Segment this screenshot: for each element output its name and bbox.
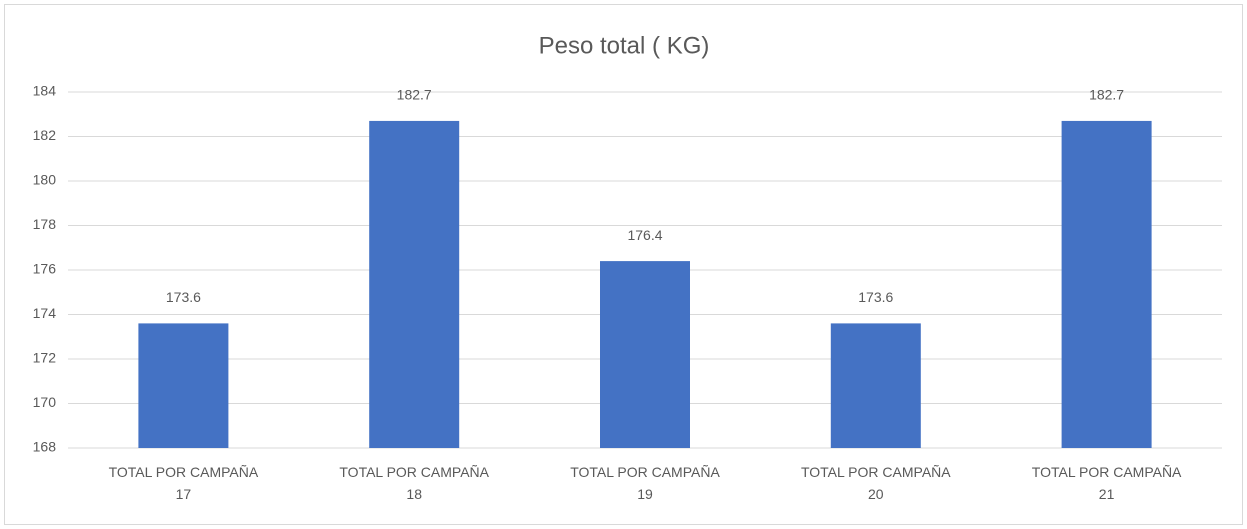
x-tick-label: TOTAL POR CAMPAÑA 17 [109, 464, 259, 502]
data-label: 173.6 [166, 289, 201, 305]
y-tick-label: 182 [33, 127, 57, 143]
bar [830, 323, 921, 448]
bar [1061, 120, 1152, 449]
x-tick-label: TOTAL POR CAMPAÑA 19 [570, 464, 720, 502]
data-label: 182.7 [397, 87, 432, 103]
y-tick-label: 172 [33, 350, 57, 366]
y-tick-label: 170 [33, 394, 57, 410]
data-label: 173.6 [858, 289, 893, 305]
data-label: 176.4 [627, 227, 662, 243]
chart-title: Peso total ( KG) [539, 32, 710, 59]
y-tick-label: 184 [33, 83, 57, 99]
x-tick-label: TOTAL POR CAMPAÑA 21 [1032, 464, 1182, 502]
y-tick-label: 178 [33, 216, 57, 232]
y-tick-label: 176 [33, 261, 57, 277]
x-tick-label: TOTAL POR CAMPAÑA 18 [339, 464, 489, 502]
bar [369, 120, 460, 449]
x-tick-label: TOTAL POR CAMPAÑA 20 [801, 464, 951, 502]
bar [138, 323, 229, 448]
y-tick-label: 180 [33, 172, 57, 188]
bar [600, 261, 690, 448]
y-tick-label: 174 [33, 305, 57, 321]
y-tick-label: 168 [33, 439, 57, 455]
data-label: 182.7 [1089, 87, 1124, 103]
